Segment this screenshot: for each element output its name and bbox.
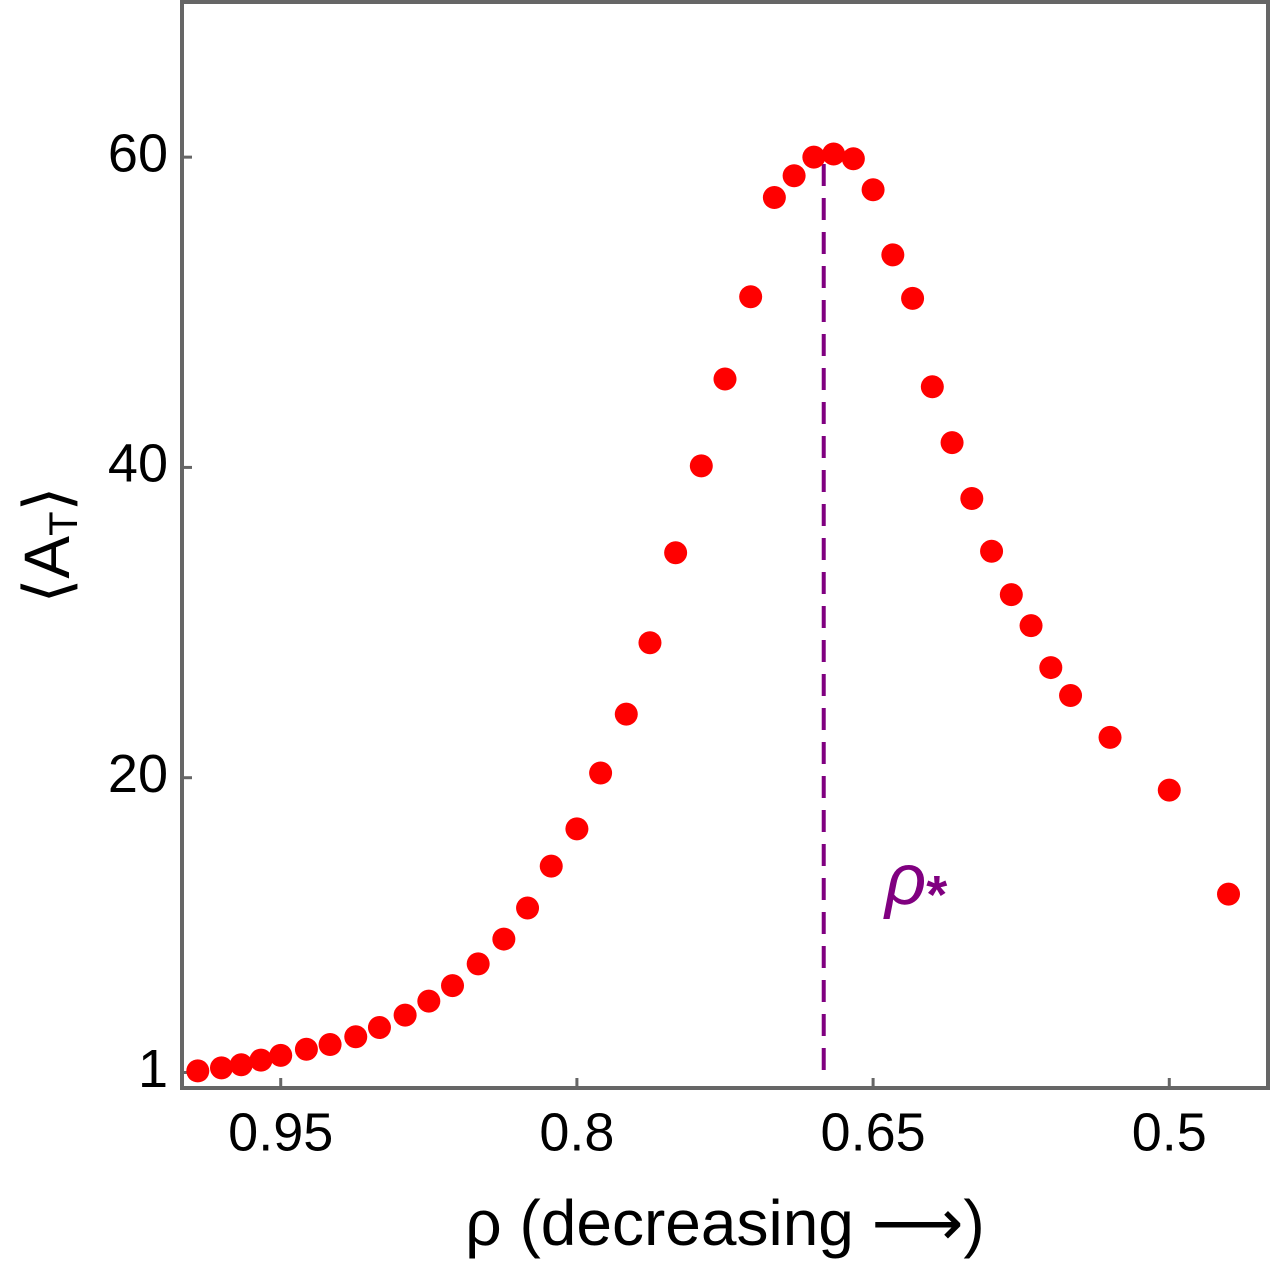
x-tick-label: 0.5 [1132,1102,1207,1162]
data-point [294,1037,318,1061]
data-point [638,631,662,655]
data-point [589,761,613,785]
data-point [249,1048,273,1072]
plot-frame [180,0,1270,1090]
y-axis-label: ⟨AT⟩ [11,486,86,603]
data-point [802,145,826,169]
data-point [229,1053,253,1077]
data-point [999,583,1023,607]
x-axis-label: ρ (decreasing ⟶) [465,1187,984,1259]
data-point [980,539,1004,563]
data-point [466,952,490,976]
data-point [960,486,984,510]
data-point [367,1015,391,1039]
data-point [1098,725,1122,749]
data-point [1039,656,1063,680]
data-point [1157,778,1181,802]
data-point [441,974,465,998]
data-point [664,541,688,565]
data-point [539,854,563,878]
data-point [822,142,846,166]
data-point [920,375,944,399]
data-point [492,927,516,951]
data-point [782,164,806,188]
data-point [762,185,786,209]
data-point [516,896,540,920]
x-tick-label: 0.95 [228,1102,333,1162]
y-tick-label: 20 [108,744,168,804]
data-point [344,1025,368,1049]
data-point [209,1056,233,1080]
data-point [614,702,638,726]
y-axis-label-part: T [42,511,86,535]
data-point [318,1033,342,1057]
annotation-part: ρ [883,840,926,920]
data-point [841,147,865,171]
data-point [1019,614,1043,638]
annotation-part: * [926,865,947,925]
data-point [1059,683,1083,707]
data-point [861,178,885,202]
annotation: ρ* [883,840,947,925]
data-point [1217,882,1241,906]
y-axis-label-part: ⟩ [11,486,83,511]
data-point [565,817,589,841]
data-point [417,989,441,1013]
data-point [739,285,763,309]
x-tick-label: 0.8 [539,1102,614,1162]
data-point [393,1003,417,1027]
data-point [689,454,713,478]
data-point [881,243,905,267]
data-point [269,1043,293,1067]
y-tick-label: 40 [108,434,168,494]
data-point [940,431,964,455]
y-tick-label: 60 [108,123,168,183]
y-tick-label: 1 [138,1039,168,1099]
data-point [901,286,925,310]
x-tick-label: 0.65 [821,1102,926,1162]
data-point [713,367,737,391]
data-point [186,1059,210,1083]
y-axis-label-part: ⟨A [11,536,83,604]
